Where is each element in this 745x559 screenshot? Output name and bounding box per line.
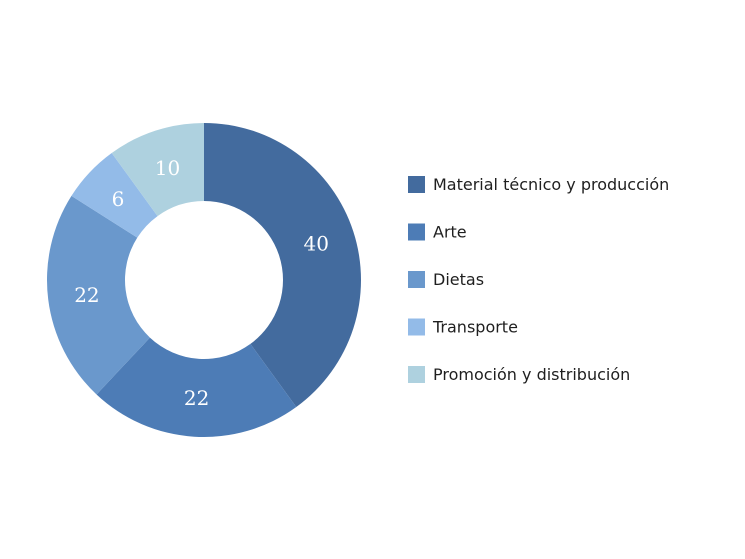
donut-slice-5 <box>111 123 204 217</box>
chart-slices <box>47 123 361 437</box>
legend-swatch-3 <box>408 271 425 288</box>
legend-swatch-1 <box>408 176 425 193</box>
chart-legend: Material técnico y producción Arte Dietas T… <box>408 175 669 384</box>
legend-label-4: Transporte <box>432 318 518 337</box>
data-label-1: 40 <box>303 232 328 256</box>
data-label-5: 10 <box>155 156 180 180</box>
legend-swatch-4 <box>408 318 425 336</box>
legend-swatch-2 <box>408 223 425 241</box>
donut-slice-1 <box>204 123 361 408</box>
donut-slice-2 <box>96 337 297 437</box>
data-label-4: 6 <box>112 187 125 211</box>
legend-label-3: Dietas <box>433 270 484 289</box>
chart-data-labels: 40 22 22 6 10 <box>74 156 329 410</box>
donut-slice-4 <box>71 152 158 238</box>
data-label-2: 22 <box>184 386 209 410</box>
data-label-3: 22 <box>74 283 99 307</box>
legend-label-1: Material técnico y producción <box>433 175 669 194</box>
legend-label-2: Arte <box>433 223 467 242</box>
donut-slice-3 <box>47 195 150 395</box>
legend-label-5: Promoción y distribución <box>433 365 630 384</box>
legend-swatch-5 <box>408 366 425 383</box>
